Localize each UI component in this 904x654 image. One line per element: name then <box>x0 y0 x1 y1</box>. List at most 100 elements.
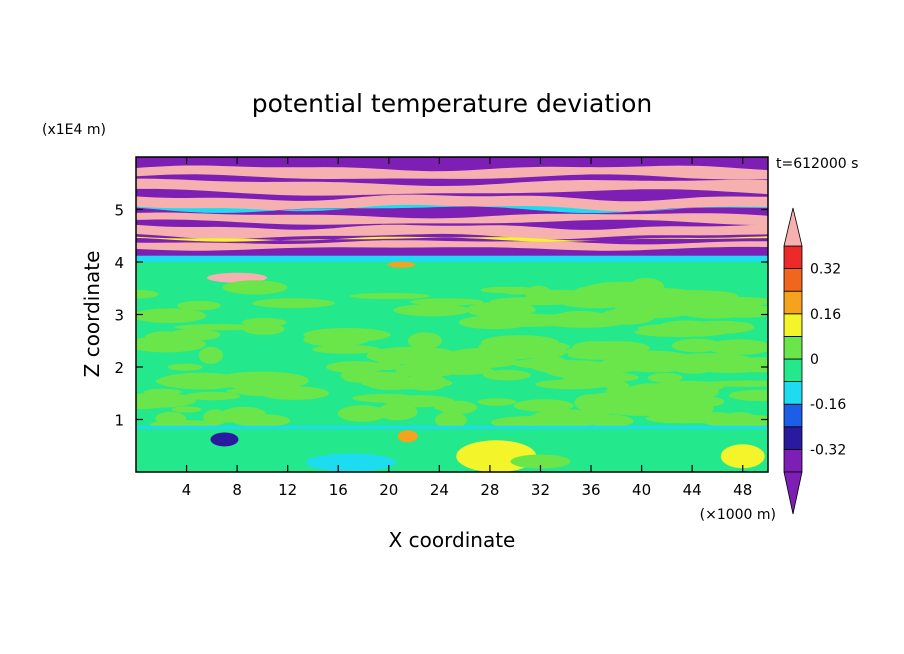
x-tick-label: 44 <box>683 481 702 499</box>
green-patch <box>434 404 463 411</box>
colorbar-tick-label: 0.32 <box>810 262 841 278</box>
green-patch <box>663 303 703 316</box>
y-tick-label: 5 <box>114 202 124 220</box>
pink-band <box>136 240 768 251</box>
green-patch <box>355 371 409 380</box>
chart-title: potential temperature deviation <box>252 89 652 118</box>
colorbar-tick-label: -0.32 <box>810 442 846 458</box>
pink-band <box>136 212 768 226</box>
navy-patch <box>210 432 239 447</box>
green-patch <box>405 374 448 391</box>
green-patch <box>647 372 683 383</box>
green-patch <box>585 391 668 406</box>
x-tick-label: 24 <box>430 481 449 499</box>
green-patch <box>326 361 386 374</box>
green-patch <box>410 298 484 306</box>
colorbar-box <box>783 290 803 315</box>
colorbar-box <box>783 448 803 473</box>
green-patch <box>513 358 577 369</box>
green-patch <box>645 413 726 424</box>
green-patch <box>506 341 562 348</box>
green-patch <box>352 393 419 403</box>
green-patch <box>174 324 263 331</box>
mint-layer <box>136 262 768 277</box>
colorbar-box <box>783 268 803 292</box>
green-patch <box>143 388 182 395</box>
colorbar: 0.32 0.16 0 -0.16 -0.32 <box>783 207 846 515</box>
green-patch <box>486 313 575 327</box>
colorbar-box <box>783 245 803 270</box>
colorbar-extend-max <box>783 207 803 247</box>
y-tick-label: 1 <box>114 412 124 430</box>
x-tick-label: 40 <box>632 481 651 499</box>
y-axis-ticks: 1 2 3 4 5 <box>114 202 768 430</box>
time-label: t=612000 s <box>776 156 858 172</box>
x-axis-ticks: 4 8 12 16 20 24 28 32 36 40 44 48 <box>182 157 752 499</box>
green-patch <box>529 409 605 428</box>
green-patch <box>431 355 519 369</box>
green-patch <box>477 398 517 406</box>
cyan-inversion <box>136 425 768 429</box>
green-patch <box>204 411 263 423</box>
green-patch <box>252 298 335 309</box>
green-patch <box>136 336 206 353</box>
green-patch <box>407 332 442 350</box>
x-unit-label: (×1000 m) <box>700 507 776 523</box>
green-patch <box>136 308 207 323</box>
green-patch <box>185 391 241 401</box>
green-patch <box>434 411 467 429</box>
x-tick-label: 32 <box>531 481 550 499</box>
green-patch <box>136 392 197 408</box>
green-patch <box>395 362 458 378</box>
colorbar-tick-label: -0.16 <box>810 397 846 413</box>
pink-band <box>136 178 768 196</box>
colorbar-tick-label: 0 <box>810 352 819 368</box>
x-tick-label: 48 <box>733 481 752 499</box>
green-patch <box>433 365 494 375</box>
colorbar-box <box>783 381 803 405</box>
x-tick-label: 12 <box>278 481 297 499</box>
x-tick-label: 4 <box>182 481 192 499</box>
colorbar-extend-min <box>783 471 803 515</box>
green-patch <box>242 323 285 335</box>
y-tick-label: 3 <box>114 307 124 325</box>
green-patch <box>155 411 187 426</box>
green-patch <box>699 380 768 387</box>
green-patch <box>233 384 290 396</box>
y-axis-label: Z coordinate <box>80 251 104 378</box>
green-patch <box>155 375 224 387</box>
x-tick-label: 36 <box>581 481 600 499</box>
green-patch <box>198 346 223 364</box>
green-patch <box>716 321 753 330</box>
pink-band <box>136 224 768 240</box>
pink-band <box>136 194 768 213</box>
cyan-streak <box>136 204 768 214</box>
x-tick-label: 28 <box>480 481 499 499</box>
green-patch <box>483 369 531 381</box>
green-patch <box>634 327 729 338</box>
x-tick-label: 8 <box>232 481 242 499</box>
colorbar-box <box>783 358 803 383</box>
green-patch <box>466 301 536 318</box>
contour-field <box>136 157 768 472</box>
colorbar-tick-label: 0.16 <box>810 307 841 323</box>
green-patch <box>177 300 221 311</box>
y-unit-label: (x1E4 m) <box>42 122 106 138</box>
orange-patch <box>387 261 416 268</box>
green-patch <box>337 405 387 422</box>
colorbar-box <box>783 313 803 337</box>
green-patch <box>303 328 391 342</box>
green-patch <box>167 363 203 371</box>
green-patch <box>566 344 635 359</box>
green-patch <box>510 454 571 469</box>
green-patch <box>136 289 159 299</box>
green-patch <box>724 412 755 422</box>
x-axis-label: X coordinate <box>389 528 516 552</box>
green-patch <box>513 399 574 412</box>
cyan-transition <box>136 255 768 264</box>
green-patch <box>222 280 288 295</box>
green-patch <box>728 390 768 402</box>
green-patch <box>573 285 640 299</box>
pink-band <box>136 165 768 180</box>
